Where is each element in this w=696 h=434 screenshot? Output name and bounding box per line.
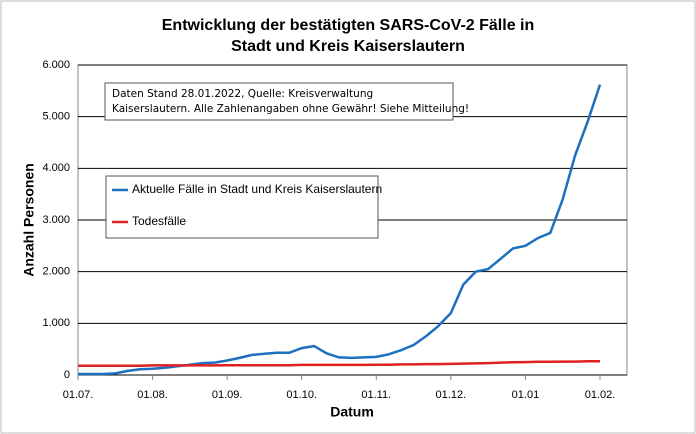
x-tick-label: 01.12. [436,389,467,401]
annotation: Daten Stand 28.01.2022, Quelle: Kreisver… [112,88,373,100]
x-tick-label: 01.10. [286,389,317,401]
series-line [78,84,602,376]
y-tick-label: 4.000 [42,162,70,174]
x-tick-label: 01.02. [585,389,616,401]
y-tick-label: 1.000 [42,317,70,329]
legend-label: Todesfälle [132,214,186,228]
x-tick-label: 01.09. [212,389,243,401]
legend-label: Aktuelle Fälle in Stadt und Kreis Kaiser… [132,182,382,196]
chart-title: Stadt und Kreis Kaiserslautern [231,38,465,55]
x-axis-title: Datum [330,404,374,420]
x-tick-label: 01.08. [137,389,168,401]
legend [105,175,379,239]
x-tick-label: 01.01 [512,389,540,401]
y-axis-title: Anzahl Personen [21,163,37,277]
y-tick-label: 6.000 [42,59,70,71]
x-tick-label: 01.11. [361,389,391,401]
x-tick-label: 01.07. [63,389,94,401]
y-tick-label: 3.000 [42,214,70,226]
series-line [78,360,600,367]
annotation: Kaiserslautern. Alle Zahlenangaben ohne … [112,103,469,115]
y-tick-label: 5.000 [42,111,70,123]
y-tick-label: 2.000 [42,266,70,278]
annotation-box [104,82,454,121]
chart-title: Entwicklung der bestätigten SARS-CoV-2 F… [162,17,535,34]
y-tick-label: 0 [64,369,70,381]
